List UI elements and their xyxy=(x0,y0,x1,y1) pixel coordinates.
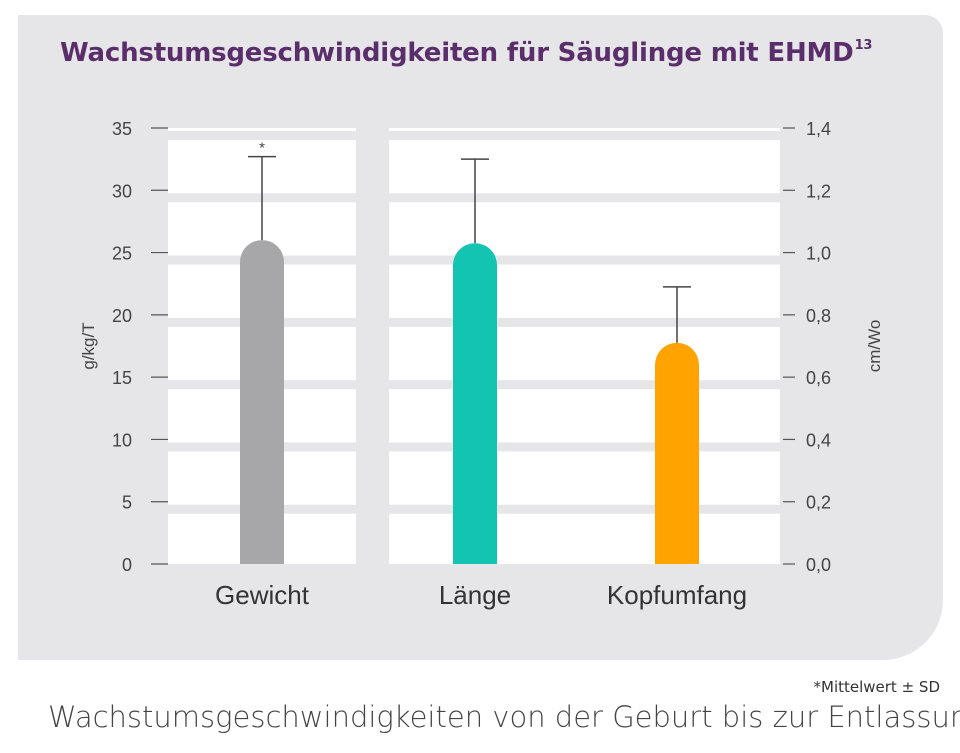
left-tick-label: 25 xyxy=(112,244,132,264)
footnote: *Mittelwert ± SD xyxy=(813,678,941,696)
chart-title-text: Wachstumsgeschwindigkeiten für Säuglinge… xyxy=(60,38,854,68)
left-tick-label: 20 xyxy=(112,306,132,326)
right-tick-label: 1,4 xyxy=(806,119,831,139)
right-tick-label: 0,2 xyxy=(806,493,831,513)
gridline xyxy=(168,131,356,140)
bar-länge xyxy=(453,243,497,564)
left-tick-label: 15 xyxy=(112,368,132,388)
gridline xyxy=(389,193,780,203)
bar-gewicht xyxy=(240,240,284,564)
bar-kopfumfang xyxy=(655,342,699,564)
category-label: Gewicht xyxy=(215,580,310,610)
gridline xyxy=(389,255,780,265)
title-superscript: 13 xyxy=(854,38,873,53)
right-tick-label: 1,0 xyxy=(806,244,831,264)
gridline xyxy=(389,131,780,140)
category-label: Länge xyxy=(439,580,511,610)
right-tick-label: 0,8 xyxy=(806,306,831,326)
gridline xyxy=(389,380,780,390)
category-label: Kopfumfang xyxy=(607,580,747,610)
gridline xyxy=(389,317,780,327)
y-axis-left-label: g/kg/T xyxy=(79,322,98,369)
y-axis-right-label: cm/Wo xyxy=(865,320,884,373)
gridline xyxy=(389,442,780,452)
right-tick-label: 1,2 xyxy=(806,181,831,201)
left-tick-label: 10 xyxy=(112,430,132,450)
chart-title: Wachstumsgeschwindigkeiten für Säuglinge… xyxy=(60,38,872,68)
right-tick-label: 0,4 xyxy=(806,430,831,450)
right-tick-label: 0,6 xyxy=(806,368,831,388)
gridline xyxy=(389,504,780,514)
left-tick-label: 5 xyxy=(122,493,132,513)
right-tick-label: 0,0 xyxy=(806,555,831,575)
left-tick-label: 35 xyxy=(112,119,132,139)
caption: Wachstumsgeschwindigkeiten von der Gebur… xyxy=(48,700,960,734)
left-tick-label: 0 xyxy=(122,555,132,575)
left-tick-label: 30 xyxy=(112,181,132,201)
significance-marker: * xyxy=(259,140,265,157)
